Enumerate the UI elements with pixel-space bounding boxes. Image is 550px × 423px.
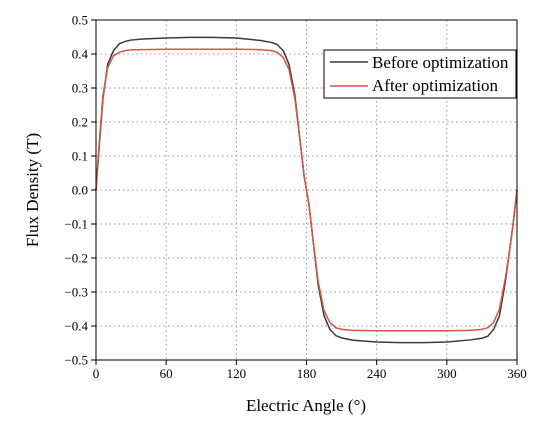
x-tick-label: 300	[437, 366, 457, 381]
tick-labels: 0 60 120 180 240 300 360 0.5 0.4 0.3 0.2 0.1 0.0 −0.1…	[64, 13, 526, 382]
legend-label-before-optimization: Before optimization	[372, 53, 509, 72]
y-tick-label: 0.1	[72, 149, 88, 164]
y-tick-label: −0.5	[64, 353, 88, 368]
legend-label-after-optimization: After optimization	[372, 76, 499, 95]
y-tick-label: 0.5	[72, 13, 88, 28]
series-layer	[95, 36, 518, 344]
series-line-after-optimization	[95, 48, 518, 332]
y-tick-label: −0.3	[64, 285, 88, 300]
y-axis-title: Flux Density (T)	[23, 133, 42, 247]
x-tick-label: 180	[297, 366, 317, 381]
x-tick-label: 360	[507, 366, 527, 381]
x-tick-label: 120	[227, 366, 247, 381]
x-tick-label: 60	[160, 366, 173, 381]
y-tick-label: 0.2	[72, 115, 88, 130]
y-tick-label: 0.3	[72, 81, 88, 96]
legend-box	[323, 49, 517, 99]
x-tick-label: 240	[367, 366, 387, 381]
legend: Before optimization After optimization	[323, 49, 517, 99]
y-tick-label: −0.4	[64, 319, 88, 334]
x-tick-label: 0	[93, 366, 100, 381]
ticks	[91, 19, 518, 365]
y-tick-label: −0.1	[64, 217, 88, 232]
y-tick-label: 0.0	[72, 183, 88, 198]
y-tick-label: −0.2	[64, 251, 88, 266]
x-axis-title: Electric Angle (°)	[246, 396, 366, 415]
y-tick-label: 0.4	[72, 47, 89, 62]
